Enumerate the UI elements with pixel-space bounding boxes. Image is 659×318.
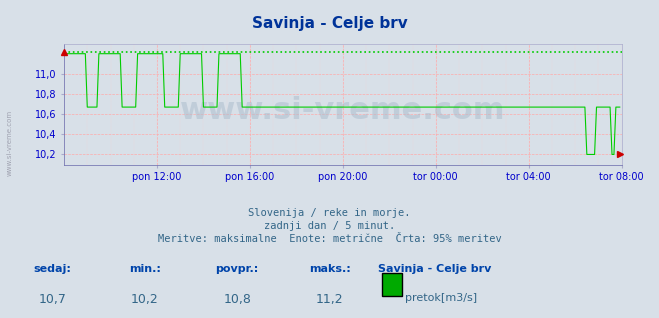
Text: Savinja - Celje brv: Savinja - Celje brv [252,16,407,31]
Text: 10,8: 10,8 [223,293,251,306]
Text: Slovenija / reke in morje.: Slovenija / reke in morje. [248,208,411,218]
Text: www.si-vreme.com: www.si-vreme.com [180,96,505,125]
Text: povpr.:: povpr.: [215,264,259,274]
Text: sedaj:: sedaj: [34,264,72,274]
Text: 10,2: 10,2 [131,293,159,306]
Text: zadnji dan / 5 minut.: zadnji dan / 5 minut. [264,221,395,231]
Text: Meritve: maksimalne  Enote: metrične  Črta: 95% meritev: Meritve: maksimalne Enote: metrične Črta… [158,234,501,244]
Text: 10,7: 10,7 [39,293,67,306]
Text: pretok[m3/s]: pretok[m3/s] [405,293,477,302]
Text: maks.:: maks.: [308,264,351,274]
Text: min.:: min.: [129,264,161,274]
Text: 11,2: 11,2 [316,293,343,306]
Text: Savinja - Celje brv: Savinja - Celje brv [378,264,492,274]
Text: www.si-vreme.com: www.si-vreme.com [7,110,13,176]
